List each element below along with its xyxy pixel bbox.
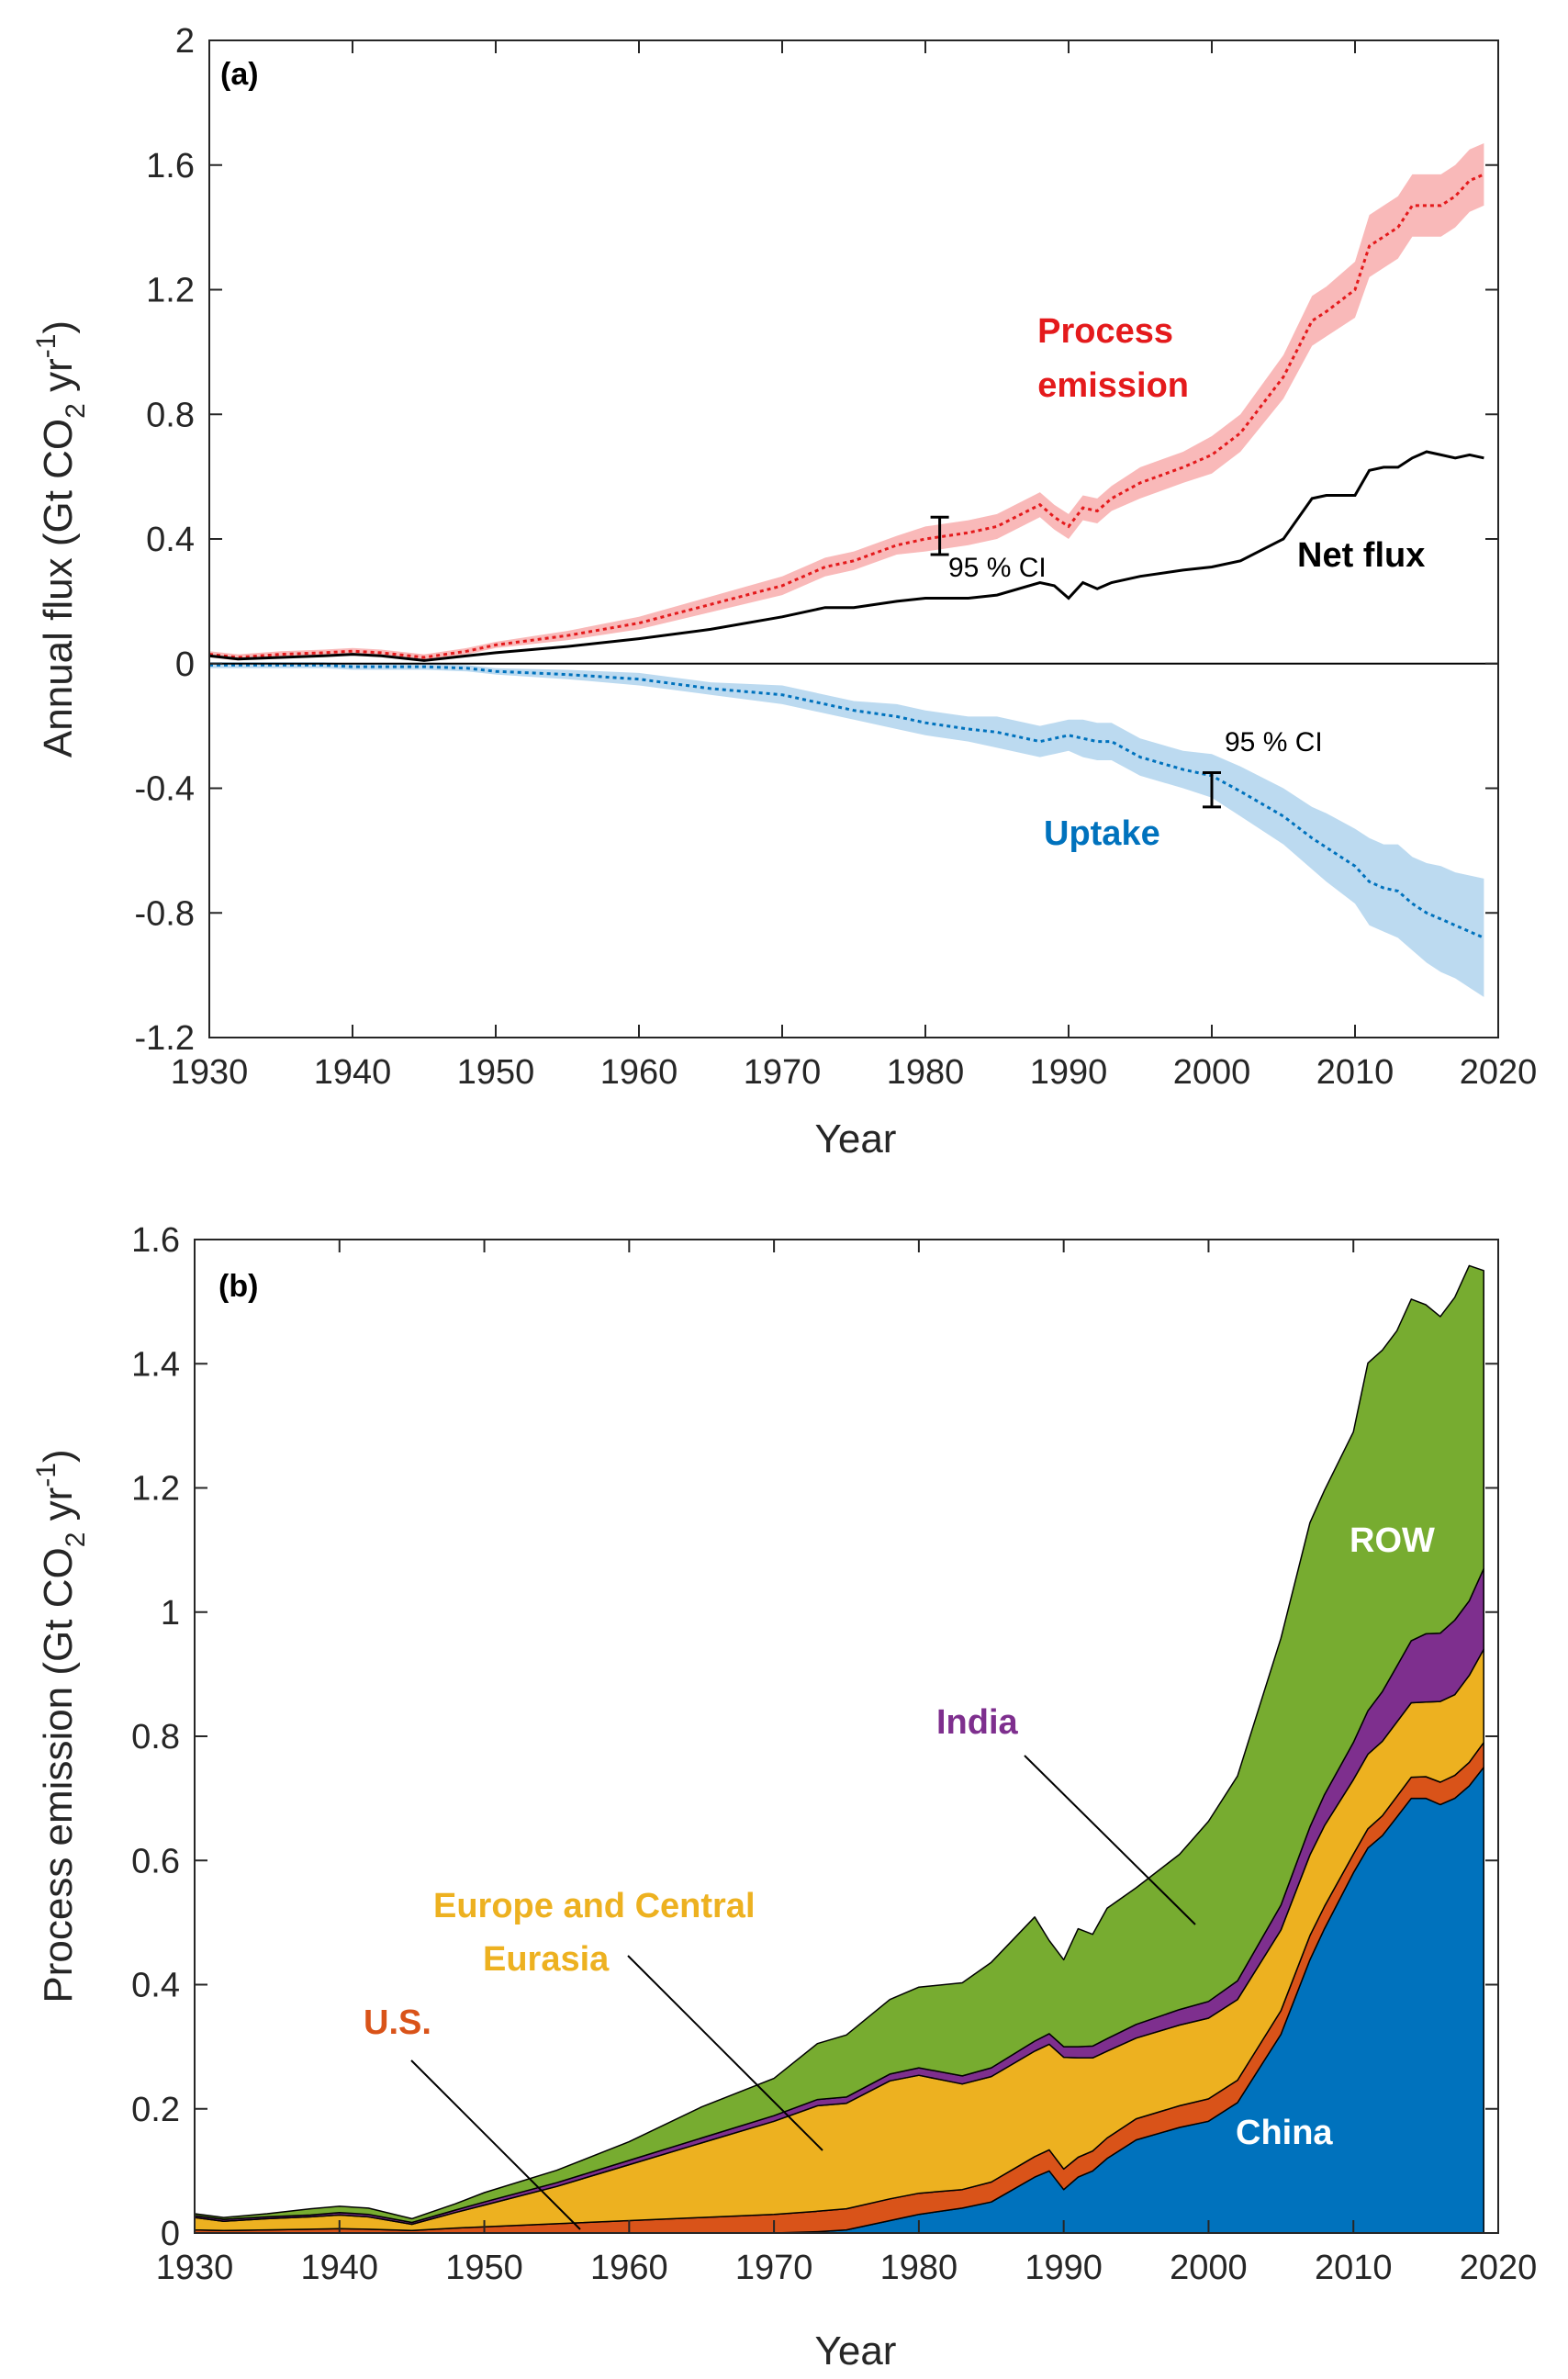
y-axis-label-a: Annual flux (Gt CO2 yr-1) bbox=[31, 320, 91, 757]
panel-a-chart: -1.2-0.8-0.400.40.81.21.62 1930 1940 1950 1… bbox=[31, 22, 1537, 1161]
x-tick-label: 2010 bbox=[1315, 2249, 1393, 2287]
panel-label-b: (b) bbox=[218, 1269, 258, 1304]
x-tick-labels-b: 1930 1940 1950 1960 1970 1980 1990 2000 2010 2020 bbox=[156, 1240, 1538, 2287]
y-tick-label: 0.4 bbox=[146, 521, 195, 559]
x-tick-label: 1950 bbox=[445, 2249, 523, 2287]
x-tick-label: 1940 bbox=[314, 1053, 392, 1092]
x-tick-label: 1930 bbox=[171, 1053, 249, 1092]
x-tick-label: 1990 bbox=[1030, 1053, 1108, 1092]
x-tick-labels: 1930 1940 1950 1960 1970 1980 1990 2000 2010 2020 bbox=[171, 40, 1538, 1092]
x-tick-label: 2000 bbox=[1173, 1053, 1251, 1092]
label-row: ROW bbox=[1350, 1521, 1435, 1560]
ci-bars bbox=[930, 515, 1221, 809]
y-tick-label: -0.8 bbox=[135, 894, 195, 933]
y-tick-labels-b: 0 0.2 0.4 0.6 0.8 1 1.2 1.4 1.6 bbox=[131, 1221, 1498, 2253]
label-china: China bbox=[1236, 2114, 1333, 2152]
stacked-areas bbox=[194, 1264, 1484, 2234]
panel-label-a: (a) bbox=[220, 57, 259, 92]
area-row bbox=[194, 1264, 1484, 2224]
y-tick-label: 0.8 bbox=[131, 1718, 180, 1756]
y-tick-label: 1.2 bbox=[146, 272, 195, 310]
y-tick-label: 1.6 bbox=[131, 1221, 180, 1260]
y-tick-label: 1.6 bbox=[146, 147, 195, 185]
x-tick-label: 1960 bbox=[600, 1053, 678, 1092]
x-tick-label: 1980 bbox=[880, 2249, 958, 2287]
ci-band-uptake bbox=[209, 662, 1484, 997]
series-line-process-emission bbox=[208, 173, 1484, 659]
y-tick-label: 1 bbox=[161, 1594, 180, 1633]
x-tick-label: 2020 bbox=[1460, 2249, 1538, 2287]
y-tick-label: -0.4 bbox=[135, 770, 195, 809]
x-tick-label: 1940 bbox=[301, 2249, 379, 2287]
y-tick-labels: -1.2 -0.8 -0.4 0 0.4 0.8 1.2 1.6 2 bbox=[135, 22, 1498, 1058]
y-axis-label-b: Process emission (Gt CO2 yr-1) bbox=[31, 1449, 91, 2003]
x-tick-label: 1970 bbox=[735, 2249, 813, 2287]
label-process-line2: emission bbox=[1037, 366, 1189, 405]
leader-europe bbox=[627, 1955, 823, 2151]
x-tick-label: 1960 bbox=[590, 2249, 668, 2287]
x-tick-label: 1980 bbox=[887, 1053, 965, 1092]
y-tick-label: 0 bbox=[175, 645, 195, 684]
series-line-net-flux bbox=[208, 450, 1484, 662]
label-europe-line2: Eurasia bbox=[483, 1940, 610, 1979]
x-tick-label: 1930 bbox=[156, 2249, 234, 2287]
label-india: India bbox=[936, 1703, 1019, 1742]
x-tick-label: 2000 bbox=[1170, 2249, 1248, 2287]
label-ci-1: 95 % CI bbox=[948, 553, 1047, 583]
label-us: U.S. bbox=[364, 2003, 431, 2042]
leader-india bbox=[1024, 1755, 1196, 1925]
x-axis-label-a: Year bbox=[815, 1117, 897, 1161]
x-tick-label: 1970 bbox=[744, 1053, 822, 1092]
x-axis-label-b: Year bbox=[815, 2329, 897, 2373]
series-lines bbox=[208, 173, 1484, 939]
x-tick-label: 1990 bbox=[1025, 2249, 1103, 2287]
x-tick-label: 2010 bbox=[1316, 1053, 1394, 1092]
panel-b-chart: 0 0.2 0.4 0.6 0.8 1 1.2 1.4 1.6 1930 1940 1950 1960… bbox=[31, 1221, 1537, 2373]
y-tick-label: 0.4 bbox=[131, 1967, 180, 2005]
y-tick-label: 0.8 bbox=[146, 396, 195, 434]
y-tick-label: -1.2 bbox=[135, 1019, 195, 1058]
y-tick-label: 1.4 bbox=[131, 1345, 180, 1384]
leader-us bbox=[410, 2059, 581, 2230]
x-tick-label: 1950 bbox=[457, 1053, 535, 1092]
label-europe-line1: Europe and Central bbox=[433, 1887, 756, 1925]
label-net-flux: Net flux bbox=[1297, 536, 1425, 575]
label-ci-2: 95 % CI bbox=[1225, 727, 1323, 757]
ci-band-process-emission bbox=[209, 143, 1484, 661]
label-uptake: Uptake bbox=[1044, 814, 1160, 853]
y-tick-label: 1.2 bbox=[131, 1470, 180, 1509]
y-tick-label: 0.6 bbox=[131, 1842, 180, 1880]
ci-bands bbox=[209, 143, 1484, 997]
series-line-uptake bbox=[209, 663, 1484, 939]
y-tick-label: 2 bbox=[175, 22, 195, 61]
y-tick-label: 0 bbox=[161, 2215, 180, 2253]
x-tick-label: 2020 bbox=[1460, 1053, 1538, 1092]
label-process-line1: Process bbox=[1037, 312, 1173, 351]
y-tick-label: 0.2 bbox=[131, 2091, 180, 2129]
